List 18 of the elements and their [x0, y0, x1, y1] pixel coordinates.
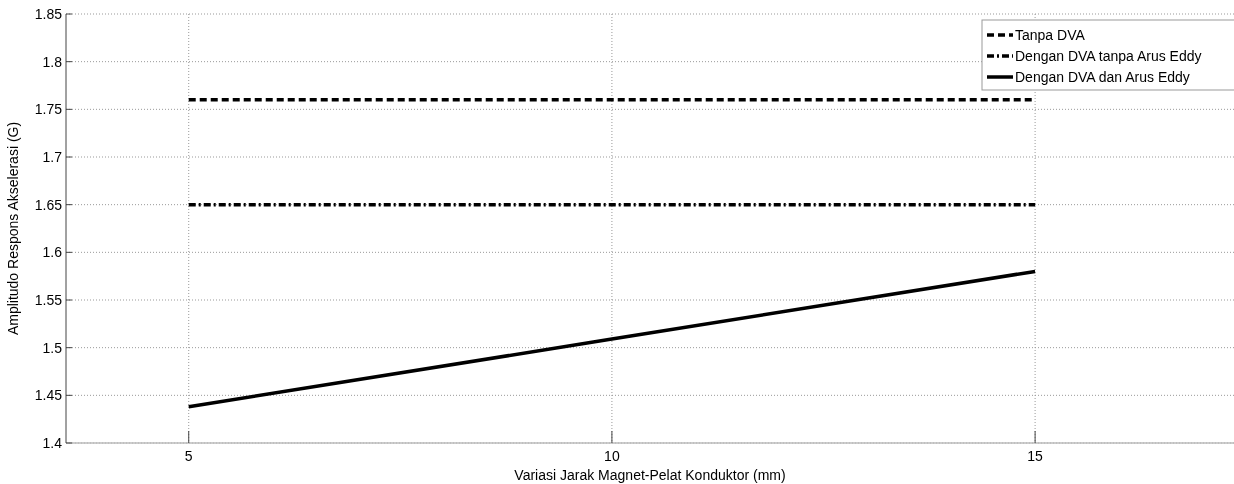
x-tick-label: 5	[184, 448, 193, 464]
y-tick-label: 1.75	[34, 101, 63, 118]
y-axis-title: Amplitudo Respons Akselerasi (G)	[5, 121, 21, 336]
x-tick-label: 10	[604, 448, 620, 464]
y-tick-label: 1.8	[42, 53, 63, 70]
legend-label: Dengan DVA tanpa Arus Eddy	[1015, 48, 1202, 64]
y-tick-label: 1.7	[42, 149, 63, 165]
x-tick-label: 15	[1027, 448, 1044, 464]
y-tick-label: 1.5	[42, 339, 63, 356]
y-tick-label: 1.55	[34, 292, 63, 308]
legend-label: Dengan DVA dan Arus Eddy	[1015, 69, 1190, 85]
y-tick-label: 1.4	[42, 435, 63, 451]
y-tick-label: 1.45	[34, 387, 63, 404]
x-axis-title: Variasi Jarak Magnet-Pelat Konduktor (mm)	[514, 467, 786, 483]
y-tick-label: 1.65	[34, 196, 63, 213]
y-tick-label: 1.6	[42, 244, 63, 261]
legend-label: Tanpa DVA	[1015, 27, 1086, 43]
y-tick-label: 1.85	[34, 6, 63, 22]
